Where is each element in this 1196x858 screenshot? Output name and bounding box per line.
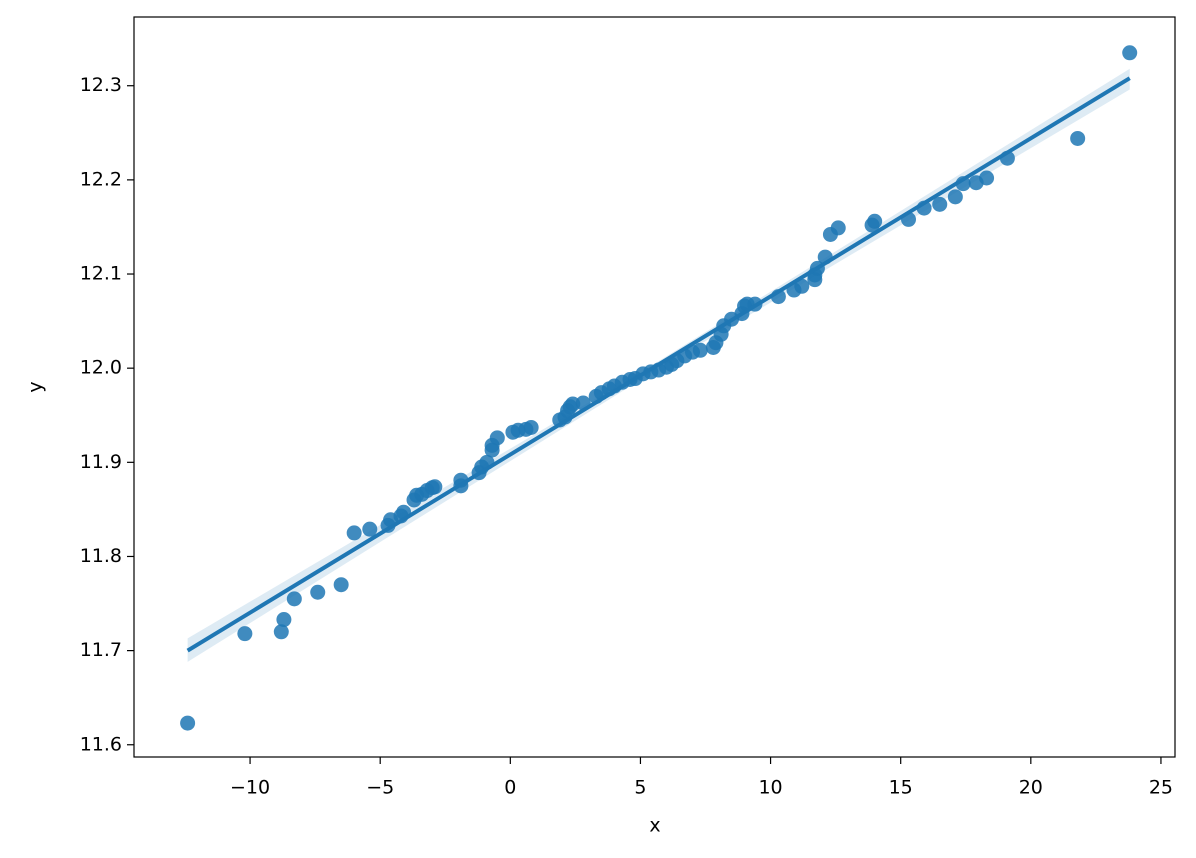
- x-tick-label: 0: [504, 777, 516, 799]
- x-tick-label: −5: [366, 777, 394, 799]
- point: [286, 591, 302, 607]
- regression-line: [186, 76, 1131, 653]
- plot-frame: [133, 16, 1176, 758]
- point: [979, 170, 995, 186]
- y-tick-label: 11.8: [80, 545, 122, 567]
- point: [346, 525, 362, 541]
- y-tick-label: 12.3: [80, 74, 122, 96]
- point: [427, 479, 443, 495]
- y-tick-label: 11.7: [80, 639, 122, 661]
- point: [1070, 130, 1086, 146]
- x-tick-label: −10: [230, 777, 270, 799]
- x-tick-label: 25: [1149, 777, 1173, 799]
- x-tick-label: 15: [889, 777, 913, 799]
- point: [489, 430, 505, 446]
- point: [310, 584, 326, 600]
- point: [273, 624, 289, 640]
- point: [276, 612, 292, 628]
- point: [794, 278, 810, 294]
- point: [830, 220, 846, 236]
- point: [867, 213, 883, 229]
- y-axis-label: y: [25, 381, 47, 392]
- x-tick-label: 20: [1019, 777, 1043, 799]
- y-tick-label: 12.0: [80, 357, 122, 379]
- point: [237, 626, 253, 642]
- x-tick-label: 10: [758, 777, 782, 799]
- point: [1122, 45, 1138, 61]
- y-tick-label: 11.9: [80, 451, 122, 473]
- x-axis-label: x: [649, 815, 660, 837]
- point: [180, 715, 196, 731]
- point: [947, 189, 963, 205]
- x-tick-label: 5: [634, 777, 646, 799]
- y-tick-label: 12.2: [80, 168, 122, 190]
- point: [333, 577, 349, 593]
- point: [362, 521, 378, 537]
- y-tick-label: 12.1: [80, 263, 122, 285]
- point: [692, 342, 708, 358]
- point: [523, 419, 539, 435]
- y-tick-label: 11.6: [80, 733, 122, 755]
- point: [932, 196, 948, 212]
